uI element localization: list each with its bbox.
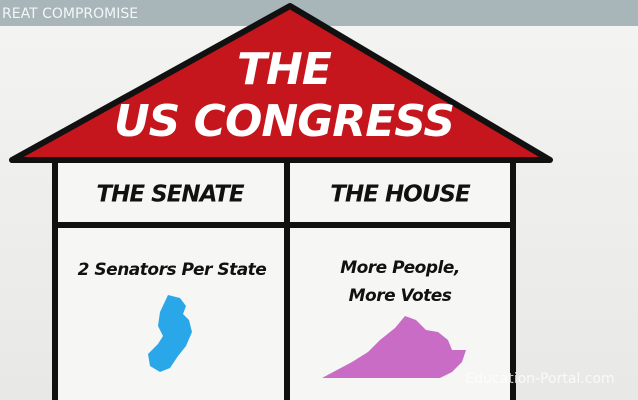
banner-text: REAT COMPROMISE bbox=[2, 6, 138, 22]
room-text: 2 Senators Per State bbox=[78, 260, 267, 280]
room-title: THE HOUSE bbox=[330, 182, 471, 208]
watermark: Education-Portal.com bbox=[465, 371, 614, 387]
room-text: More Votes bbox=[349, 286, 452, 306]
room-title: THE SENATE bbox=[96, 182, 244, 208]
virginia-icon bbox=[322, 316, 466, 378]
roof-title: THE bbox=[237, 44, 332, 95]
room-text: More People, bbox=[340, 258, 460, 278]
roof-title: US CONGRESS bbox=[114, 96, 454, 147]
new-jersey-icon bbox=[148, 295, 192, 372]
roof bbox=[9, 3, 553, 163]
